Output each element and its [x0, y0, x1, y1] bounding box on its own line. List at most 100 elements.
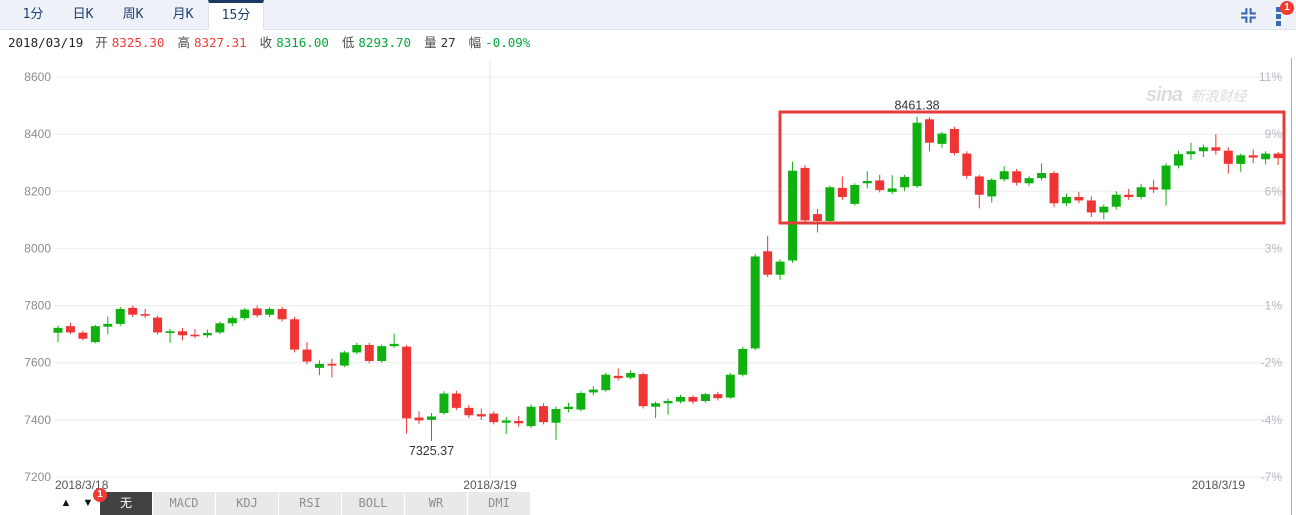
- candle-body: [1223, 150, 1233, 164]
- candle-body: [190, 334, 200, 337]
- candle-body: [402, 346, 412, 419]
- scroll-up-button[interactable]: ▲: [55, 492, 77, 515]
- candle-body: [1161, 165, 1171, 190]
- candle-body: [750, 256, 760, 349]
- y-axis-label-right: -2%: [1261, 356, 1283, 370]
- candle-body: [153, 317, 163, 333]
- candle-body: [962, 153, 972, 176]
- candle-body: [539, 406, 549, 423]
- candle-body: [377, 346, 387, 361]
- candle-body: [800, 167, 810, 221]
- candle-body: [364, 345, 374, 361]
- close-label: 收: [259, 35, 273, 50]
- y-axis-label-right: -4%: [1261, 413, 1283, 427]
- candle-body: [937, 133, 947, 144]
- candle-body: [999, 171, 1009, 180]
- high-label: 高: [177, 35, 190, 50]
- price-annotation: 8461.38: [894, 99, 939, 113]
- candle-body: [1211, 147, 1221, 151]
- candle-body: [713, 394, 723, 399]
- indicator-wr[interactable]: WR: [405, 492, 467, 515]
- highlight-box: [778, 110, 1286, 225]
- candle-body: [725, 374, 735, 398]
- price-annotation: 7325.37: [409, 444, 454, 458]
- indicator-toolbar: ▲ ▼ 1 无 MACD KDJ RSI BOLL WR DMI: [55, 488, 530, 515]
- candle-body: [1186, 151, 1196, 155]
- candle-body: [1236, 155, 1246, 164]
- period-tabbar: 1分 日K 周K 月K 15分 1: [0, 0, 1296, 30]
- candle-body: [451, 393, 461, 408]
- candle-body: [302, 349, 312, 362]
- tab-1min[interactable]: 1分: [22, 7, 44, 22]
- indicator-macd[interactable]: MACD: [153, 492, 215, 515]
- y-axis-label-right: 9%: [1265, 127, 1283, 141]
- candle-body: [763, 251, 773, 275]
- candle-body: [1024, 178, 1034, 184]
- candle-body: [90, 326, 100, 343]
- compress-icon[interactable]: [1239, 6, 1258, 25]
- indicator-dmi[interactable]: DMI: [468, 492, 530, 515]
- candle-body: [1273, 153, 1283, 159]
- candle-body: [352, 345, 362, 353]
- y-axis-label-left: 8600: [24, 70, 51, 84]
- candle-body: [1149, 187, 1159, 190]
- candle-body: [825, 187, 835, 221]
- candle-body: [974, 176, 984, 195]
- candle-body: [339, 352, 349, 366]
- y-axis-label-left: 7200: [24, 470, 51, 484]
- candle-body: [165, 331, 175, 333]
- candle-body: [140, 314, 150, 316]
- indicator-kdj[interactable]: KDJ: [216, 492, 278, 515]
- y-axis-label-left: 8200: [24, 184, 51, 198]
- more-menu-icon[interactable]: 1: [1274, 1, 1294, 26]
- candle-body: [812, 214, 822, 221]
- tab-daily[interactable]: 日K: [72, 7, 94, 22]
- candle-body: [414, 417, 424, 421]
- candle-body: [862, 181, 872, 184]
- candle-body: [563, 406, 573, 409]
- candle-body: [1049, 173, 1059, 204]
- change-label: 幅: [468, 35, 482, 50]
- candle-body: [663, 401, 673, 404]
- candle-body: [987, 179, 997, 197]
- candle-body: [1074, 197, 1084, 201]
- candle-body: [265, 309, 275, 315]
- candle-body: [676, 397, 685, 402]
- candle-body: [53, 327, 63, 333]
- candle-body: [252, 308, 262, 316]
- candle-body: [912, 122, 922, 187]
- header-icons: 1: [1239, 1, 1294, 26]
- candle-body: [738, 349, 748, 375]
- candle-body: [925, 119, 934, 143]
- candle-body: [202, 333, 212, 336]
- candle-body: [638, 374, 648, 407]
- candle-body: [128, 307, 138, 315]
- candle-body: [949, 129, 959, 153]
- quote-date: 2018/03/19: [8, 35, 84, 50]
- candle-body: [875, 180, 885, 191]
- candle-body: [651, 403, 661, 407]
- indicator-boll[interactable]: BOLL: [342, 492, 404, 515]
- high-value: 8327.31: [193, 35, 247, 50]
- indicator-rsi[interactable]: RSI: [279, 492, 341, 515]
- candle-body: [115, 309, 125, 324]
- candle-body: [700, 394, 710, 401]
- y-axis-label-left: 7800: [24, 299, 51, 313]
- candle-body: [1037, 173, 1047, 179]
- candle-body: [78, 332, 88, 339]
- candle-body: [1248, 155, 1258, 158]
- notification-badge[interactable]: 1: [1280, 1, 1294, 15]
- candle-body: [1012, 171, 1022, 183]
- down-arrow-icon: ▼: [82, 497, 94, 509]
- tab-monthly[interactable]: 月K: [172, 7, 194, 22]
- tab-15min[interactable]: 15分: [208, 0, 264, 30]
- candle-body: [327, 363, 337, 366]
- candle-body: [688, 397, 698, 402]
- scroll-down-button[interactable]: ▼ 1: [77, 488, 107, 515]
- indicator-none[interactable]: 无: [100, 492, 152, 515]
- tab-weekly[interactable]: 周K: [122, 7, 144, 22]
- y-axis-label-left: 8400: [24, 127, 51, 141]
